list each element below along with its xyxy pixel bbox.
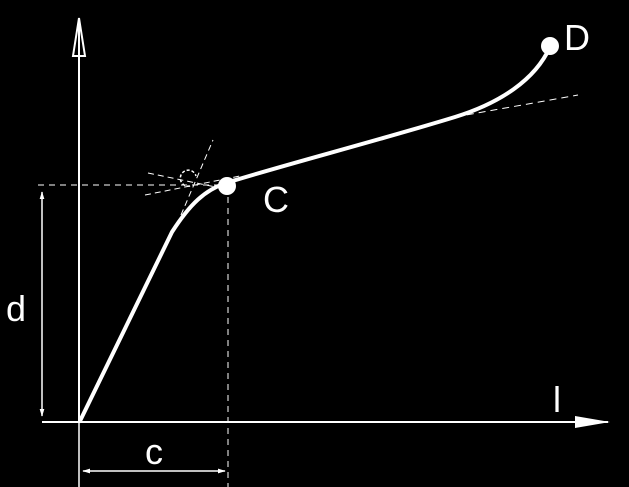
- point-c-marker: [218, 177, 236, 195]
- y-axis-arrowhead: [71, 17, 87, 57]
- angle-arc: [179, 169, 197, 187]
- dimension-d-label: d: [6, 288, 26, 329]
- x-axis-label: l: [553, 379, 561, 420]
- tangent-line-plateau-right: [147, 172, 231, 191]
- point-d-label: D: [564, 17, 590, 58]
- dimension-c-label: c: [145, 431, 163, 472]
- tangent-line-initial: [180, 139, 214, 216]
- point-d-marker: [541, 37, 559, 55]
- x-axis-arrowhead: [575, 416, 610, 428]
- main-curve: [78, 45, 552, 423]
- point-c-label: C: [263, 179, 289, 220]
- tangent-line-end: [454, 94, 579, 118]
